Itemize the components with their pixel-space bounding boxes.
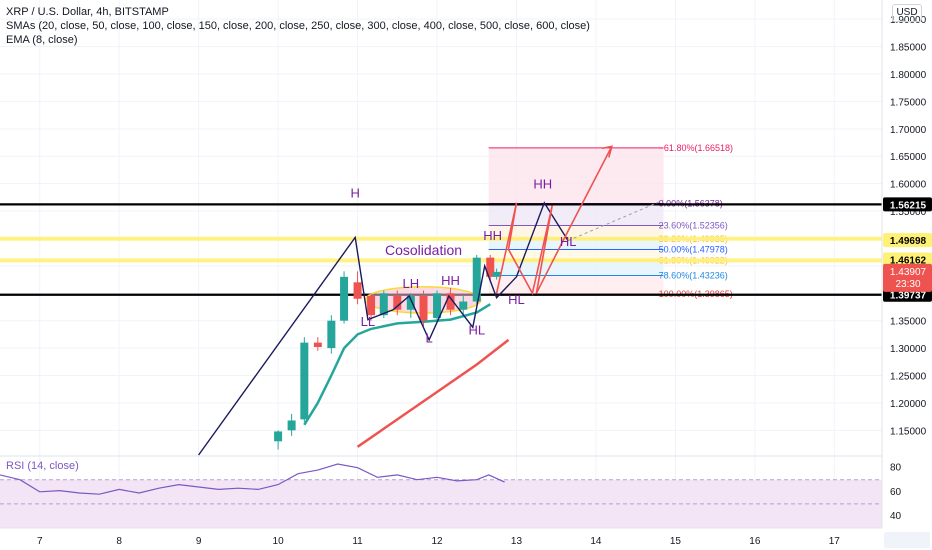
fib-zone: [488, 238, 664, 250]
annotation-label: HH: [483, 228, 502, 243]
candle-body[interactable]: [419, 296, 428, 321]
annotation-label: LH: [402, 276, 419, 291]
fib-level-label: 78.60%(1.43236): [659, 271, 728, 281]
candle-body[interactable]: [406, 296, 415, 310]
time-tick-label: 13: [511, 536, 523, 547]
annotation-label: HL: [560, 234, 577, 249]
time-tick-label: 16: [749, 536, 761, 547]
price-tick-label: 1.35000: [890, 317, 927, 328]
time-tick-label: 14: [590, 536, 602, 547]
candle-body[interactable]: [287, 420, 296, 431]
level-price-tag-text: 1.49698: [890, 236, 927, 247]
current-price-text: 1.43907: [890, 267, 927, 278]
fib-zone: [488, 147, 664, 204]
price-tick-label: 1.80000: [890, 70, 927, 81]
candle-body[interactable]: [353, 282, 362, 299]
time-tick-label: 17: [829, 536, 841, 547]
candle-body[interactable]: [367, 296, 376, 316]
candle-body[interactable]: [393, 296, 402, 310]
sma-line[interactable]: [356, 338, 510, 448]
level-price-tag[interactable]: [883, 233, 932, 248]
rsi-tick-label: 80: [890, 463, 902, 474]
level-price-tag[interactable]: [883, 197, 932, 212]
price-tick-label: 1.15000: [890, 426, 927, 437]
price-tick-label: 1.20000: [890, 399, 927, 410]
candle-body[interactable]: [492, 271, 501, 277]
projection-arrow-path[interactable]: [495, 146, 613, 296]
price-tick-label: 1.55000: [890, 207, 927, 218]
structure-zigzag[interactable]: [198, 201, 569, 456]
fib-zone: [488, 260, 664, 276]
level-price-tag-text: 1.39737: [890, 291, 927, 302]
time-tick-label: 8: [116, 536, 122, 547]
rsi-legend[interactable]: RSI (14, close): [6, 460, 79, 472]
candle-body[interactable]: [459, 301, 468, 310]
yellow-level-band[interactable]: [0, 258, 882, 263]
price-tick-label: 1.30000: [890, 344, 927, 355]
price-tick-label: 1.85000: [890, 43, 927, 54]
level-price-tag[interactable]: [883, 252, 932, 267]
annotation-label: HH: [533, 177, 552, 192]
time-tick-label: 15: [670, 536, 682, 547]
rsi-line[interactable]: [0, 463, 505, 495]
fib-level-label: 23.60%(1.52356): [659, 221, 728, 231]
time-tick-label: 7: [37, 536, 43, 547]
price-tick-label: 1.65000: [890, 152, 927, 163]
annotation-label: HL: [508, 292, 525, 307]
fib-zone: [488, 275, 664, 295]
price-tick-label: 1.75000: [890, 97, 927, 108]
time-tick-label: 11: [352, 536, 363, 547]
fib-level-label: −61.80%(1.66518): [659, 143, 733, 153]
ema-legend[interactable]: EMA (8, close): [6, 34, 78, 46]
rsi-tick-label: 60: [890, 487, 902, 498]
projection-dashed-line[interactable]: [567, 199, 664, 242]
annotation-label: HL: [468, 322, 485, 337]
candle-body[interactable]: [274, 431, 283, 442]
fib-level-label: 50.00%(1.47978): [659, 245, 728, 255]
settings-gear-icon[interactable]: [884, 532, 930, 548]
rsi-tick-label: 40: [890, 511, 902, 522]
candle-body[interactable]: [486, 257, 495, 277]
price-tick-label: 1.25000: [890, 372, 927, 383]
ema-line[interactable]: [303, 303, 491, 426]
time-tick-label: 9: [196, 536, 202, 547]
symbol-title: XRP / U.S. Dollar, 4h, BITSTAMP: [6, 6, 169, 18]
time-tick-label: 12: [431, 536, 443, 547]
candle-body[interactable]: [379, 293, 388, 316]
candle-body[interactable]: [313, 342, 322, 348]
annotation-label: Cosolidation: [385, 242, 462, 258]
price-tick-label: 1.90000: [890, 15, 927, 26]
annotation-label: L: [425, 331, 432, 346]
annotation-label: LL: [361, 314, 375, 329]
level-price-tag-text: 1.46162: [890, 256, 927, 267]
current-price-tag[interactable]: [883, 263, 932, 292]
price-tick-label: 1.70000: [890, 125, 927, 136]
time-tick-label: 10: [273, 536, 285, 547]
sma-legend[interactable]: SMAs (20, close, 50, close, 100, close, …: [6, 20, 590, 32]
countdown-text: 23:30: [895, 279, 920, 290]
candle-body[interactable]: [472, 257, 481, 302]
price-tick-label: 1.60000: [890, 180, 927, 191]
candle-body[interactable]: [327, 320, 336, 349]
candle-body[interactable]: [446, 293, 455, 310]
arrow-head: [601, 145, 613, 158]
level-price-tag-text: 1.56215: [890, 200, 927, 211]
candle-body[interactable]: [433, 293, 442, 318]
yellow-level-band[interactable]: [0, 236, 882, 241]
fib-zone: [488, 249, 664, 261]
annotation-label: HH: [441, 273, 460, 288]
currency-label[interactable]: USD: [892, 4, 922, 22]
candle-body[interactable]: [340, 276, 349, 321]
annotation-label: H: [350, 185, 359, 200]
candle-body[interactable]: [300, 342, 309, 420]
